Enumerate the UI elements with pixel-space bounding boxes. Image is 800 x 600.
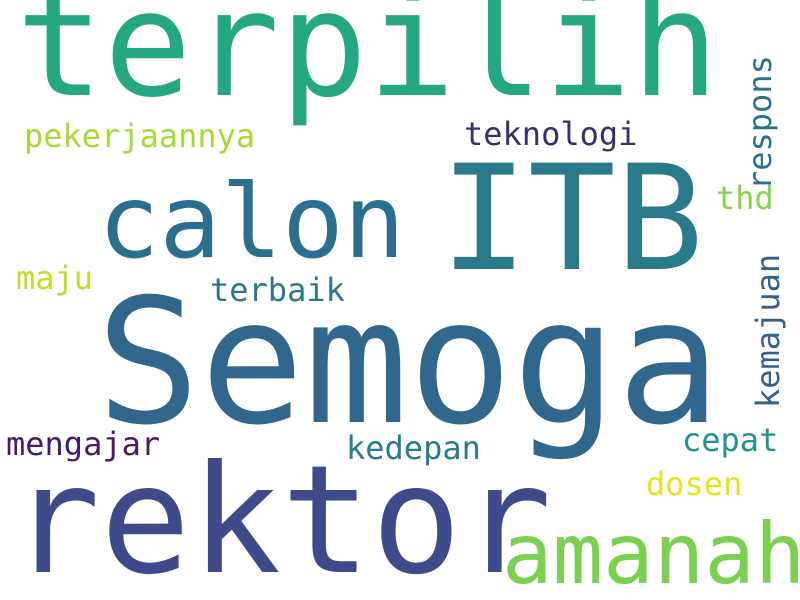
word-semoga: Semoga bbox=[96, 261, 721, 463]
word-dosen: dosen bbox=[646, 465, 743, 503]
word-calon: calon bbox=[98, 163, 406, 282]
word-itb: ITB bbox=[440, 134, 704, 304]
word-terpilih: terpilih bbox=[16, 0, 720, 130]
word-thd: thd bbox=[716, 179, 774, 217]
word-mengajar: mengajar bbox=[6, 425, 161, 463]
word-pekerjaannya: pekerjaannya bbox=[24, 117, 256, 155]
word-maju: maju bbox=[16, 259, 94, 297]
word-teknologi: teknologi bbox=[464, 115, 638, 153]
word-respons: respons bbox=[741, 55, 779, 190]
word-kemajuan: kemajuan bbox=[749, 253, 787, 408]
word-terbaik: terbaik bbox=[210, 271, 345, 309]
word-cepat: cepat bbox=[682, 421, 779, 459]
word-kedepan: kedepan bbox=[346, 429, 481, 467]
word-amanah: amanah bbox=[502, 505, 800, 600]
word-rektor: rektor bbox=[10, 434, 552, 600]
